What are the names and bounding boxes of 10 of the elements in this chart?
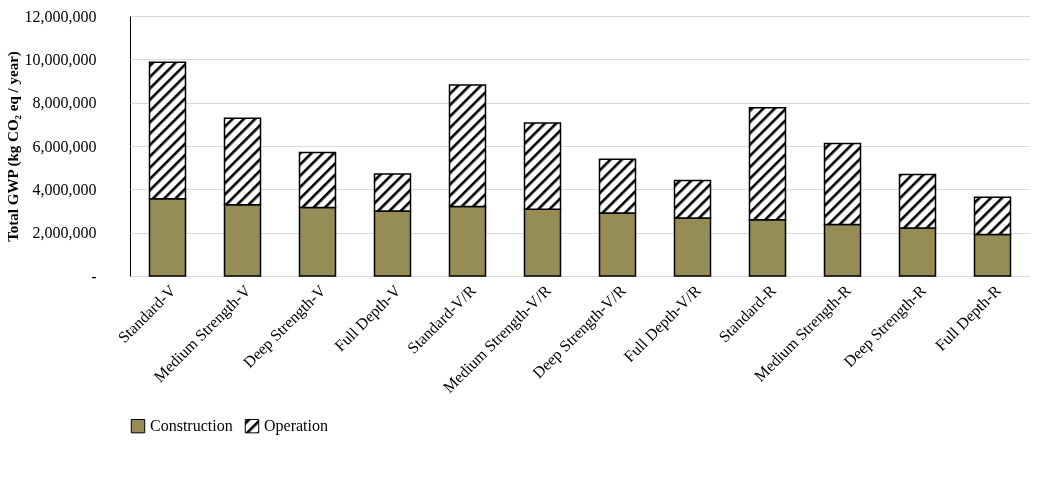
y-tick-label: 8,000,000 xyxy=(32,94,97,112)
y-tick-label: - xyxy=(91,267,97,285)
legend-label: Operation xyxy=(264,417,328,436)
y-tick-label: 12,000,000 xyxy=(24,7,97,25)
y-axis-title: Total GWP (kg CO₂ eq / year) xyxy=(4,51,22,242)
y-tick-label: 2,000,000 xyxy=(32,224,97,242)
y-tick-label: 10,000,000 xyxy=(24,50,97,68)
y-tick-label: 4,000,000 xyxy=(32,180,97,198)
y-tick-label: 6,000,000 xyxy=(32,137,97,155)
legend-label: Construction xyxy=(150,417,233,435)
